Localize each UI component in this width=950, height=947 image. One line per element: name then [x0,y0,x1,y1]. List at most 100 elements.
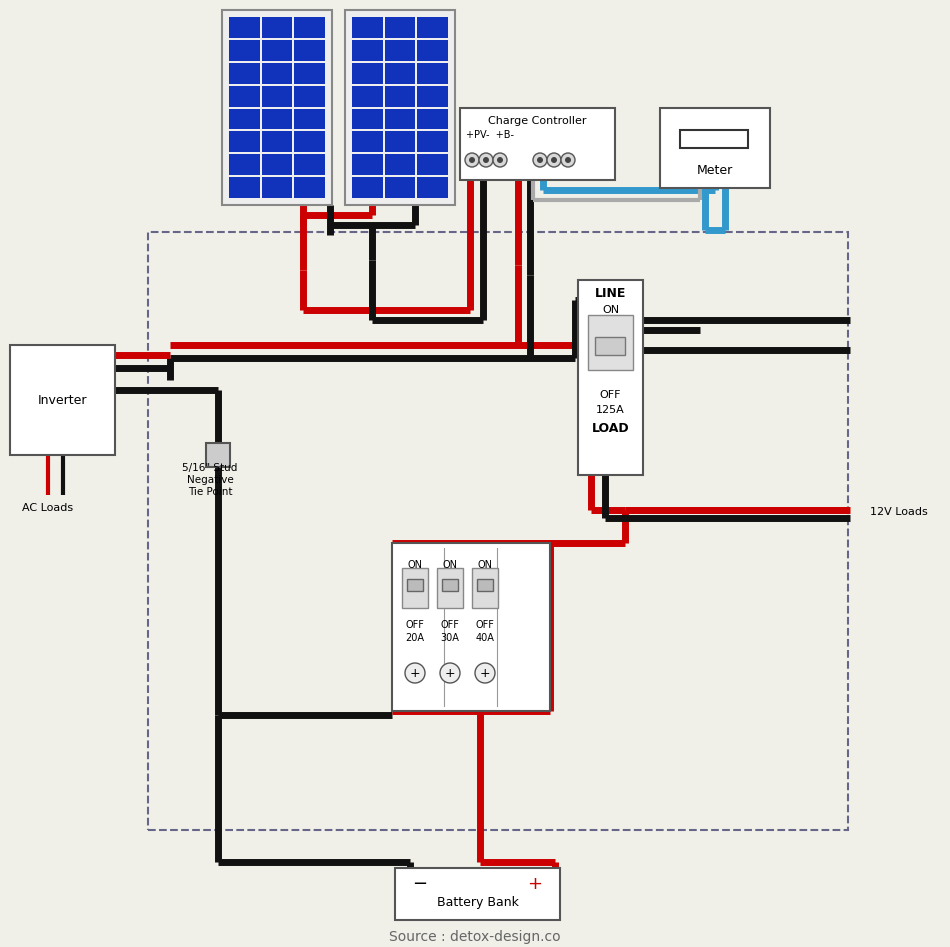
Circle shape [537,157,543,163]
Bar [385,154,415,175]
Bar [345,10,455,205]
Bar [385,40,415,61]
Bar [385,109,415,130]
Bar [417,154,448,175]
Bar [477,579,493,591]
Text: −: − [412,875,428,893]
Bar [578,280,643,475]
Bar [352,85,383,106]
Bar [417,177,448,198]
Bar [229,40,259,61]
Bar [229,132,259,152]
Bar [417,109,448,130]
Text: ON: ON [443,560,458,570]
Text: 5/16" Stud
Negative
Tie Point: 5/16" Stud Negative Tie Point [182,463,238,496]
Circle shape [469,157,475,163]
Bar [352,154,383,175]
Bar [294,40,325,61]
Bar [680,130,748,148]
Circle shape [479,153,493,167]
Bar [206,443,230,467]
Circle shape [551,157,557,163]
Circle shape [561,153,575,167]
Text: Meter: Meter [697,164,733,176]
Circle shape [405,663,425,683]
Circle shape [533,153,547,167]
Bar [261,85,293,106]
Text: +: + [480,667,490,680]
Bar [148,232,848,830]
Bar [294,154,325,175]
Text: +PV-  +B-: +PV- +B- [466,130,514,140]
Text: 30A: 30A [441,633,460,643]
Text: ON: ON [478,560,492,570]
Text: +: + [445,667,455,680]
Bar [385,85,415,106]
Bar [261,154,293,175]
Bar [395,868,560,920]
Text: +: + [527,875,542,893]
Bar [402,568,428,608]
Bar [385,63,415,83]
Bar [352,177,383,198]
Text: OFF: OFF [476,620,494,630]
Text: LINE: LINE [595,287,626,299]
Bar [417,40,448,61]
Bar [460,108,615,180]
Text: 125A: 125A [597,405,625,415]
Bar [417,132,448,152]
Text: Source : detox-design.co: Source : detox-design.co [390,930,560,944]
Bar [229,85,259,106]
Circle shape [493,153,507,167]
Bar [294,109,325,130]
Bar [229,63,259,83]
Text: Battery Bank: Battery Bank [437,896,519,908]
Bar [10,345,115,455]
Bar [261,63,293,83]
Bar [229,177,259,198]
Bar [229,17,259,38]
Bar [261,17,293,38]
Bar [294,85,325,106]
Bar [261,177,293,198]
Bar [229,109,259,130]
Bar [595,337,625,355]
Circle shape [497,157,503,163]
Bar [294,132,325,152]
Bar [261,109,293,130]
Circle shape [475,663,495,683]
Circle shape [547,153,561,167]
Bar [352,17,383,38]
Bar [417,17,448,38]
Bar [385,177,415,198]
Bar [352,109,383,130]
Bar [352,40,383,61]
Text: +: + [409,667,420,680]
Text: Inverter: Inverter [38,394,87,406]
Bar [588,315,633,370]
Bar [261,40,293,61]
Bar [352,63,383,83]
Text: OFF: OFF [406,620,425,630]
Circle shape [565,157,571,163]
Text: OFF: OFF [441,620,460,630]
Text: ON: ON [408,560,423,570]
Bar [385,132,415,152]
Text: 40A: 40A [476,633,494,643]
Circle shape [465,153,479,167]
Bar [442,579,458,591]
Bar [294,63,325,83]
Bar [407,579,423,591]
Bar [261,132,293,152]
Text: 20A: 20A [406,633,425,643]
Text: ON: ON [602,305,619,315]
Bar [392,543,550,711]
Text: LOAD: LOAD [592,421,629,435]
Bar [294,17,325,38]
Text: OFF: OFF [599,390,621,400]
Bar [472,568,498,608]
Text: AC Loads: AC Loads [23,503,73,513]
Bar [229,154,259,175]
Bar [385,17,415,38]
Bar [417,85,448,106]
